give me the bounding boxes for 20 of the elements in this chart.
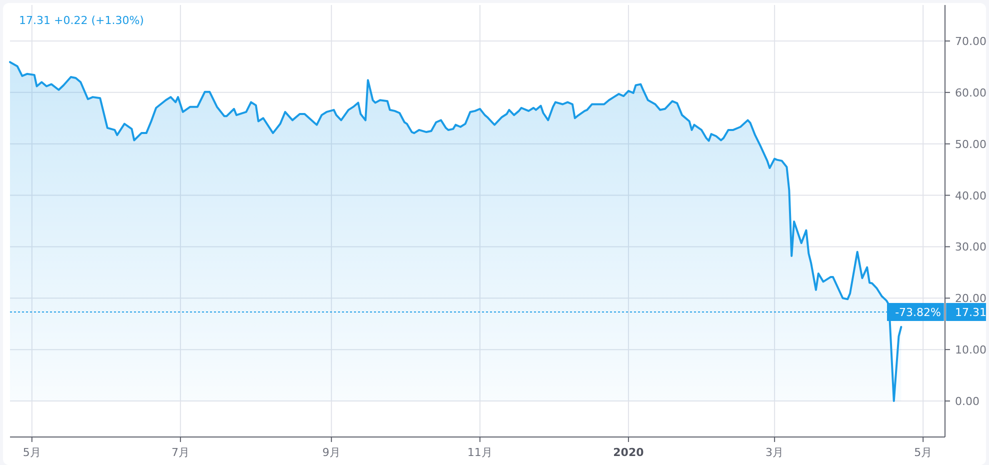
y-tick-label: 50.00 xyxy=(955,138,986,151)
annotation: -73.82% xyxy=(887,302,944,321)
x-tick-label: 7月 xyxy=(171,446,190,459)
x-tick-label: 3月 xyxy=(766,446,784,459)
text: 17.31 +0.22 (+1.30%) xyxy=(19,14,144,27)
x-tick-label: 5月 xyxy=(914,446,932,459)
y-tick-label: 70.00 xyxy=(955,35,986,48)
x-tick-label: 5月 xyxy=(22,446,41,459)
x-tick-label: 9月 xyxy=(322,446,340,459)
y-tick-label: 20.00 xyxy=(955,292,986,306)
y-tick-label: 40.00 xyxy=(955,189,986,202)
annotation: -73.82% xyxy=(895,306,941,319)
y-tick-label: 0.00 xyxy=(955,395,980,408)
y-tick-label: 10.00 xyxy=(955,344,986,357)
x-tick-label: 2020 xyxy=(613,446,644,459)
y-tick-label: 30.00 xyxy=(955,240,986,254)
y-tick-label: 60.00 xyxy=(955,86,986,100)
ref-line-label: 17.31 xyxy=(955,306,986,319)
ref-value: 17.31 xyxy=(946,302,986,321)
x-tick-label: 11月 xyxy=(467,446,492,459)
